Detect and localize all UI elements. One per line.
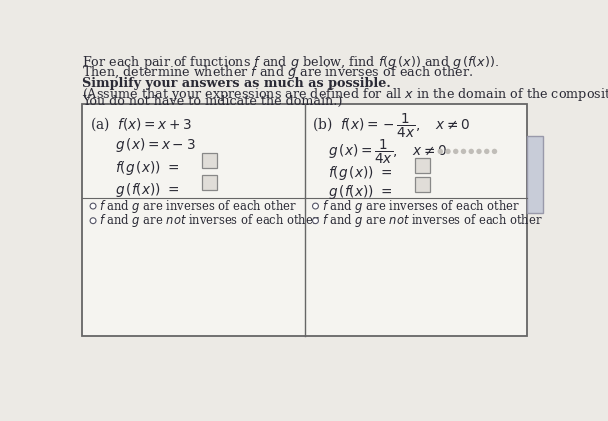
Text: For each pair of functions $\it{f}$ and $g$ below, find $f(g\,(x))$ and $g\,(\it: For each pair of functions $\it{f}$ and … [82,54,499,72]
Text: $\it{f}$ and $g$ are inverses of each other: $\it{f}$ and $g$ are inverses of each ot… [322,197,520,215]
Text: $f(g\,(x))\ =$: $f(g\,(x))\ =$ [328,164,392,182]
Text: Then, determine whether $\it{f}$ and $g$ are inverses of each other.: Then, determine whether $\it{f}$ and $g$… [82,64,473,81]
FancyBboxPatch shape [527,136,542,213]
FancyBboxPatch shape [415,177,430,192]
FancyBboxPatch shape [201,175,217,189]
Circle shape [90,203,96,209]
Text: Simplify your answers as much as possible.: Simplify your answers as much as possibl… [82,77,391,90]
Circle shape [313,203,319,209]
FancyBboxPatch shape [415,158,430,173]
Circle shape [469,149,474,154]
Circle shape [445,149,451,154]
Circle shape [492,149,497,154]
Text: $g\,(\it{f}(x))\ =$: $g\,(\it{f}(x))\ =$ [115,181,179,199]
Text: $\it{f}$ and $g$ are inverses of each other: $\it{f}$ and $g$ are inverses of each ot… [99,197,297,215]
Circle shape [313,218,319,224]
Text: $f(g\,(x))\ =$: $f(g\,(x))\ =$ [115,159,179,177]
Circle shape [476,149,482,154]
Text: $\it{f}$ and $g$ are $\it{not}$ inverses of each other: $\it{f}$ and $g$ are $\it{not}$ inverses… [99,212,320,229]
Text: $\it{f}$ and $g$ are $\it{not}$ inverses of each other: $\it{f}$ and $g$ are $\it{not}$ inverses… [322,212,542,229]
Circle shape [461,149,466,154]
Text: $g\,(x) = x - 3$: $g\,(x) = x - 3$ [115,136,195,154]
FancyBboxPatch shape [82,104,527,336]
Circle shape [484,149,489,154]
Circle shape [453,149,458,154]
Text: (b)  $f(x) = -\dfrac{1}{4x},\quad x \neq 0$: (b) $f(x) = -\dfrac{1}{4x},\quad x \neq … [313,111,471,140]
Text: You do not have to indicate the domain.): You do not have to indicate the domain.) [82,95,343,108]
Circle shape [90,218,96,224]
Text: $g\,(\it{f}(x))\ =$: $g\,(\it{f}(x))\ =$ [328,183,392,201]
FancyBboxPatch shape [201,153,217,168]
Text: (a)  $f(x) = x + 3$: (a) $f(x) = x + 3$ [90,115,192,133]
Text: (Assume that your expressions are defined for all $\it{x}$ in the domain of the : (Assume that your expressions are define… [82,86,608,103]
Text: $g\,(x) = \dfrac{1}{4x},\quad x \neq 0$: $g\,(x) = \dfrac{1}{4x},\quad x \neq 0$ [328,138,447,166]
Circle shape [438,149,443,154]
